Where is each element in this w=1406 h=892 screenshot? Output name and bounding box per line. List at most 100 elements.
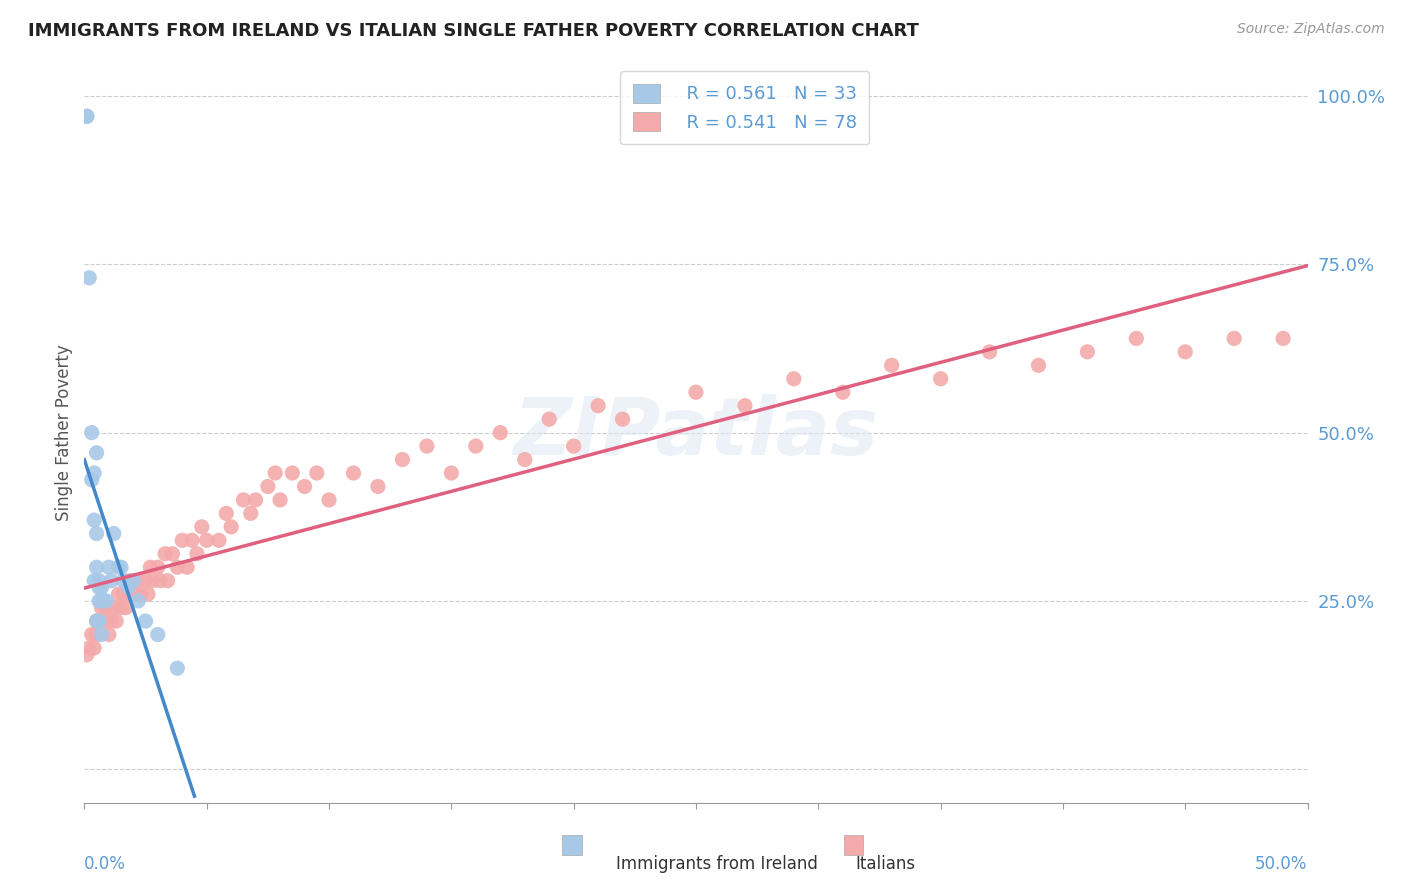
Point (281, 466, 304, 480)
Point (146, 627, 169, 641)
Point (103, 600, 125, 615)
Point (90, 594, 112, 608)
Point (979, 344, 1001, 359)
Point (586, 399, 609, 413)
Point (100, 574, 122, 588)
Point (294, 479, 316, 493)
Point (208, 533, 231, 548)
Point (734, 399, 756, 413)
Text: Immigrants from Ireland: Immigrants from Ireland (616, 855, 818, 872)
Point (166, 560, 188, 574)
Point (129, 587, 152, 601)
Point (367, 479, 389, 493)
Point (1223, 331, 1246, 345)
Point (156, 574, 179, 588)
Point (880, 359, 903, 373)
Point (172, 533, 194, 548)
Point (110, 560, 132, 574)
Point (562, 439, 585, 453)
Point (96, 600, 118, 615)
Point (440, 466, 463, 480)
Y-axis label: Single Father Poverty: Single Father Poverty (55, 344, 73, 521)
Point (76, 109, 98, 123)
Point (232, 492, 254, 507)
Point (87, 581, 110, 595)
Point (120, 587, 142, 601)
Point (77, 270, 100, 285)
Point (90, 600, 112, 615)
Point (186, 547, 208, 561)
Text: IMMIGRANTS FROM IRELAND VS ITALIAN SINGLE FATHER POVERTY CORRELATION CHART: IMMIGRANTS FROM IRELAND VS ITALIAN SINGL… (28, 22, 920, 40)
Point (153, 547, 176, 561)
Point (127, 594, 149, 608)
Point (93, 614, 115, 628)
Point (176, 560, 198, 574)
Point (162, 547, 184, 561)
Point (90, 581, 112, 595)
Point (107, 560, 129, 574)
Point (1272, 331, 1295, 345)
Point (1125, 331, 1147, 345)
Point (139, 560, 162, 574)
Point (464, 439, 486, 453)
Point (513, 452, 536, 467)
Point (100, 614, 122, 628)
Point (239, 507, 262, 521)
Point (135, 574, 157, 588)
Point (612, 412, 634, 426)
Point (83, 466, 105, 480)
Text: 0.0%: 0.0% (84, 855, 127, 872)
Point (76, 648, 98, 662)
Point (87, 594, 110, 608)
Point (112, 587, 135, 601)
Point (149, 574, 172, 588)
Point (83, 640, 105, 655)
Point (107, 587, 129, 601)
Point (219, 520, 242, 534)
Point (305, 466, 328, 480)
Point (117, 574, 139, 588)
Point (685, 385, 707, 400)
Point (110, 600, 132, 615)
Text: Italians: Italians (855, 855, 915, 872)
Point (86, 560, 108, 574)
Point (86, 526, 108, 541)
Point (86, 446, 108, 460)
Point (96, 594, 118, 608)
Point (80, 473, 103, 487)
Point (76, 109, 98, 123)
Point (1028, 359, 1050, 373)
Point (122, 574, 145, 588)
Point (416, 439, 439, 453)
Point (269, 492, 291, 507)
Point (929, 372, 952, 386)
Point (87, 574, 110, 588)
Text: 50.0%: 50.0% (1256, 855, 1308, 872)
Point (1174, 344, 1197, 359)
Point (142, 574, 165, 588)
Point (115, 600, 138, 615)
Point (538, 412, 561, 426)
Legend:   R = 0.561   N = 33,   R = 0.541   N = 78: R = 0.561 N = 33, R = 0.541 N = 78 (620, 71, 869, 145)
Point (391, 452, 413, 467)
Point (489, 425, 512, 440)
Point (93, 594, 115, 608)
Point (83, 513, 105, 527)
Point (86, 614, 108, 628)
Point (1076, 344, 1098, 359)
Point (136, 587, 159, 601)
Point (117, 581, 139, 595)
Point (342, 466, 364, 480)
Text: Source: ZipAtlas.com: Source: ZipAtlas.com (1237, 22, 1385, 37)
Point (215, 507, 238, 521)
Point (318, 492, 340, 507)
Point (77, 640, 100, 655)
Point (86, 614, 108, 628)
Point (112, 574, 135, 588)
Point (831, 385, 853, 400)
Point (166, 661, 188, 675)
Point (125, 587, 148, 601)
Point (80, 425, 103, 440)
Point (97, 627, 120, 641)
Point (80, 627, 103, 641)
